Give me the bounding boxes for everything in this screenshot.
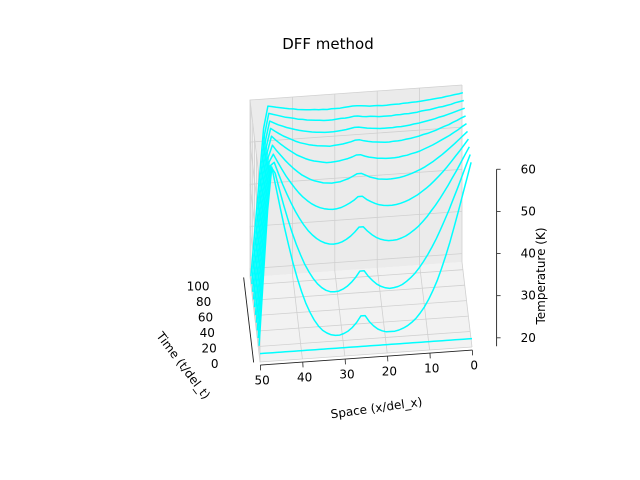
- y-tick-label: 0: [211, 357, 219, 371]
- z-tick-label: 50: [521, 204, 536, 218]
- x-grid-line: [419, 88, 430, 351]
- back-pane: [250, 85, 462, 277]
- series-layer: [250, 91, 473, 355]
- series-line: [251, 99, 464, 285]
- axis-lines: [243, 169, 498, 366]
- z-axis-label: Temperature (K): [534, 227, 548, 325]
- x-tick-label: 0: [470, 359, 478, 373]
- series-line: [255, 138, 470, 323]
- series-line: [254, 130, 469, 315]
- z-grid-line: [249, 126, 463, 228]
- series-line: [256, 146, 470, 331]
- series-line: [258, 162, 472, 346]
- series-line: [259, 337, 473, 355]
- series-line: [257, 154, 471, 339]
- x-grid-line: [461, 85, 473, 348]
- y-tick-label: 60: [198, 310, 213, 324]
- x-tick-label: 20: [382, 365, 397, 379]
- x-axis-label: Space (x/del_x): [330, 395, 423, 422]
- x-grid-line: [291, 97, 303, 360]
- z-tick-label: 30: [521, 289, 536, 303]
- y-tick-label: 100: [187, 280, 210, 294]
- x-tick-label: 10: [424, 362, 439, 376]
- y-tick-label: 40: [200, 326, 215, 340]
- series-line: [253, 122, 467, 308]
- z-grid-line: [249, 253, 463, 354]
- y-grid-line: [254, 138, 467, 317]
- x-tick-label: 30: [339, 368, 354, 382]
- y-tick-label: 80: [196, 295, 211, 309]
- x-grid-line: [334, 94, 346, 357]
- series-line: [251, 107, 465, 292]
- z-tick-label: 20: [521, 331, 536, 345]
- x-grid-line: [249, 100, 261, 363]
- x-tick-label: 40: [297, 371, 312, 385]
- y-axis-line: [243, 277, 255, 363]
- y-grid-line: [252, 123, 465, 301]
- z-tick-label: 60: [521, 162, 536, 176]
- x-axis-line: [260, 349, 473, 366]
- series-line: [250, 91, 464, 277]
- y-grid-line: [250, 107, 463, 286]
- y-tick-label: 20: [201, 341, 216, 355]
- floor-pane: [250, 262, 472, 362]
- chart-title: DFF method: [282, 35, 374, 53]
- x-tick-label: 50: [255, 374, 270, 388]
- z-tick-label: 40: [521, 247, 536, 261]
- z-grid-line: [249, 84, 463, 186]
- series-line: [252, 115, 466, 300]
- x-grid-line: [376, 91, 388, 354]
